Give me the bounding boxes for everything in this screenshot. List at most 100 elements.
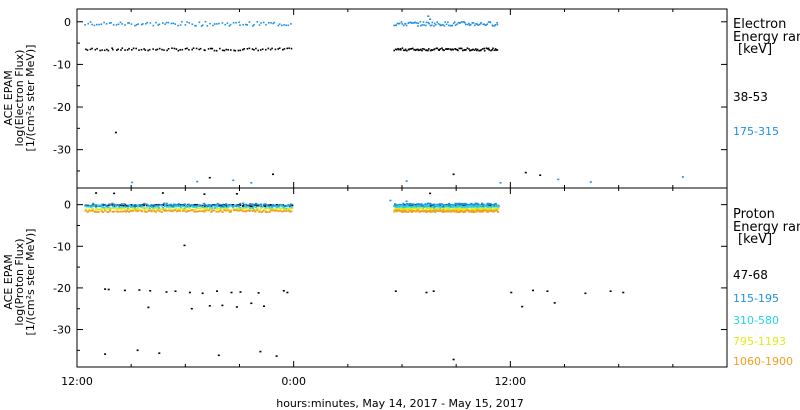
- data-point: [496, 49, 499, 51]
- proton-legend-title-2: Energy ran: [733, 220, 800, 235]
- data-point: [260, 207, 263, 210]
- data-point: [207, 48, 210, 50]
- data-point: [232, 206, 235, 209]
- data-point: [205, 206, 208, 208]
- data-point: [447, 24, 450, 27]
- data-point: [239, 204, 242, 206]
- data-point: [278, 23, 281, 25]
- data-point: [417, 49, 420, 52]
- data-point: [114, 205, 117, 208]
- data-point: [251, 210, 254, 212]
- data-point: [120, 49, 122, 51]
- data-point: [129, 210, 132, 212]
- data-point: [205, 207, 209, 210]
- data-point: [460, 21, 463, 23]
- data-point: [394, 207, 397, 210]
- data-point: [164, 209, 167, 212]
- data-point: [167, 48, 170, 50]
- data-point: [188, 207, 191, 210]
- data-point: [255, 202, 258, 205]
- data-point: [179, 49, 181, 51]
- data-point: [203, 203, 207, 206]
- data-point: [269, 204, 272, 206]
- data-point: [157, 207, 161, 209]
- data-point: [198, 21, 201, 24]
- data-point: [250, 203, 253, 206]
- outlier-point: [405, 200, 408, 203]
- data-point: [471, 209, 474, 212]
- data-point: [277, 48, 279, 50]
- data-point: [272, 203, 275, 206]
- outlier-point: [165, 291, 168, 293]
- data-point: [134, 209, 137, 212]
- data-point: [200, 204, 203, 207]
- outlier-point: [681, 176, 684, 178]
- data-point: [410, 48, 413, 50]
- data-point: [415, 22, 418, 24]
- data-point: [407, 211, 410, 213]
- data-point: [162, 204, 165, 206]
- data-point: [469, 49, 471, 52]
- data-point: [470, 49, 472, 52]
- data-point: [411, 209, 414, 211]
- data-point: [400, 205, 404, 207]
- data-point: [424, 204, 427, 207]
- data-point: [450, 210, 453, 213]
- data-point: [471, 22, 474, 24]
- data-point: [170, 210, 173, 212]
- data-point: [227, 49, 229, 51]
- data-point: [225, 203, 228, 205]
- data-point: [119, 208, 122, 210]
- data-point: [132, 206, 135, 209]
- data-point: [106, 48, 108, 51]
- data-point: [259, 205, 262, 207]
- data-point: [204, 20, 207, 23]
- data-point: [398, 48, 400, 51]
- data-point: [108, 203, 111, 206]
- data-point: [482, 210, 485, 213]
- data-point: [408, 206, 411, 208]
- data-point: [215, 208, 219, 210]
- data-point: [434, 211, 437, 213]
- proton-y-axis: 0 -10 -20 -30: [53, 188, 728, 367]
- data-point: [282, 210, 286, 212]
- data-point: [271, 47, 273, 50]
- data-point: [433, 207, 436, 210]
- data-point: [209, 204, 212, 206]
- data-point: [203, 210, 206, 213]
- data-point: [287, 209, 290, 212]
- data-point: [470, 211, 473, 213]
- data-point: [85, 205, 88, 208]
- data-point: [452, 22, 455, 25]
- data-point: [478, 210, 481, 213]
- data-point: [241, 208, 245, 211]
- data-point: [118, 205, 121, 208]
- data-point: [253, 209, 256, 212]
- data-point: [148, 48, 151, 51]
- outlier-point: [138, 289, 141, 291]
- x-tick-label: 12:00: [61, 375, 93, 388]
- data-point: [143, 202, 146, 205]
- data-point: [425, 49, 428, 51]
- data-point: [399, 203, 402, 206]
- data-point: [155, 207, 158, 209]
- data-point: [87, 22, 89, 25]
- outlier-point: [174, 290, 177, 292]
- data-point: [254, 209, 257, 211]
- data-point: [111, 205, 115, 208]
- data-point: [471, 49, 473, 51]
- data-point: [291, 204, 294, 207]
- data-point: [89, 48, 92, 51]
- data-point: [94, 204, 97, 206]
- data-point: [469, 209, 472, 212]
- data-point: [463, 206, 466, 208]
- data-point: [433, 48, 436, 50]
- data-point: [473, 49, 476, 51]
- data-point: [463, 211, 466, 213]
- outlier-point: [239, 291, 242, 293]
- data-point: [491, 210, 494, 213]
- data-point: [127, 204, 130, 207]
- data-point: [259, 49, 262, 51]
- data-point: [437, 23, 440, 25]
- data-point: [90, 204, 93, 207]
